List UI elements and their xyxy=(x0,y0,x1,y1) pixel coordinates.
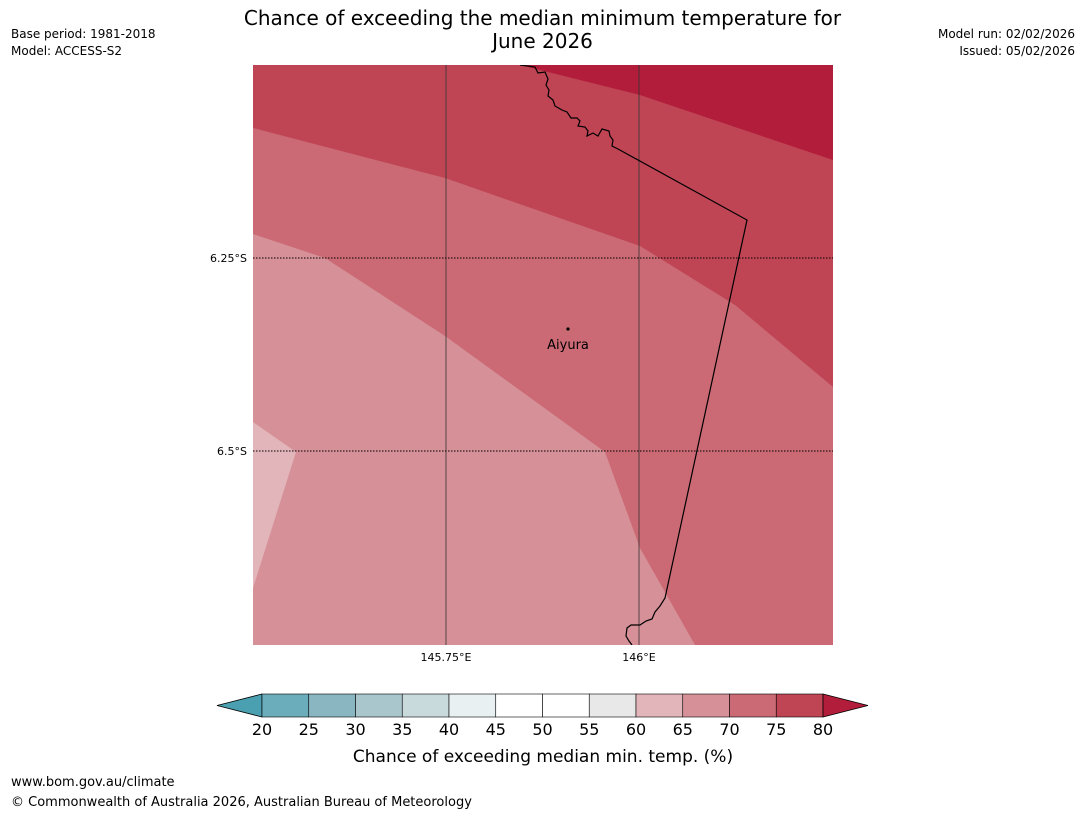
colorbar-segment xyxy=(495,693,543,718)
colorbar-segment xyxy=(401,693,450,718)
colorbar-segment xyxy=(448,693,497,718)
aiyura-marker xyxy=(566,327,570,331)
band-60-65 xyxy=(253,234,695,645)
colorbar-segment xyxy=(729,693,777,718)
colorbar-segment xyxy=(542,693,590,718)
colorbar-extend-high xyxy=(822,693,869,718)
meta-left: Base period: 1981-2018 Model: ACCESS-S2 xyxy=(11,26,156,60)
title-line-1: Chance of exceeding the median minimum t… xyxy=(243,6,842,30)
lat-tick-label: 6.5°S xyxy=(217,445,247,458)
colorbar-tick-label: 25 xyxy=(299,720,319,739)
boundary-line xyxy=(519,65,748,645)
colorbar-tick-label: 40 xyxy=(439,720,459,739)
colorbar-segment xyxy=(682,693,730,718)
base-period-text: Base period: 1981-2018 xyxy=(11,27,156,41)
colorbar-tick-label: 45 xyxy=(486,720,506,739)
colorbar-tick-label: 70 xyxy=(719,720,739,739)
colorbar: 20 25 30 35 40 45 50 55 60 65 70 75 80 xyxy=(216,693,869,739)
colorbar-segment xyxy=(588,693,637,718)
issued-text: Issued: 05/02/2026 xyxy=(959,44,1075,58)
colorbar-tick-label: 65 xyxy=(673,720,693,739)
map-panel xyxy=(253,65,833,645)
colorbar-tick-label: 55 xyxy=(579,720,599,739)
colorbar-segment xyxy=(775,693,824,718)
lat-tick-label: 6.25°S xyxy=(210,252,247,265)
colorbar-segment xyxy=(635,693,684,718)
model-run-text: Model run: 02/02/2026 xyxy=(937,27,1075,41)
footer-url[interactable]: www.bom.gov.au/climate xyxy=(11,775,175,790)
colorbar-tick-label: 30 xyxy=(345,720,365,739)
colorbar-tick-label: 75 xyxy=(766,720,786,739)
meta-right: Model run: 02/02/2026 Issued: 05/02/2026 xyxy=(938,26,1075,60)
footer-copyright: © Commonwealth of Australia 2026, Austra… xyxy=(11,795,472,810)
aiyura-label: Aiyura xyxy=(547,338,589,353)
colorbar-tick-label: 20 xyxy=(252,720,272,739)
map-title: Chance of exceeding the median minimum t… xyxy=(0,7,1085,53)
colorbar-segment xyxy=(308,693,356,718)
title-line-2: June 2026 xyxy=(492,29,593,53)
lon-tick-label: 146°E xyxy=(622,651,655,664)
colorbar-segment xyxy=(261,693,310,718)
colorbar-tick-label: 60 xyxy=(626,720,646,739)
colorbar-tick-label: 35 xyxy=(392,720,412,739)
band-55-60 xyxy=(253,422,296,588)
colorbar-tick-label: 80 xyxy=(813,720,833,739)
model-text: Model: ACCESS-S2 xyxy=(11,44,123,58)
lon-tick-label: 145.75°E xyxy=(421,651,472,664)
colorbar-segment xyxy=(355,693,403,718)
colorbar-tick-label: 50 xyxy=(532,720,552,739)
colorbar-extend-low xyxy=(216,693,263,718)
colorbar-label: Chance of exceeding median min. temp. (%… xyxy=(353,747,733,767)
